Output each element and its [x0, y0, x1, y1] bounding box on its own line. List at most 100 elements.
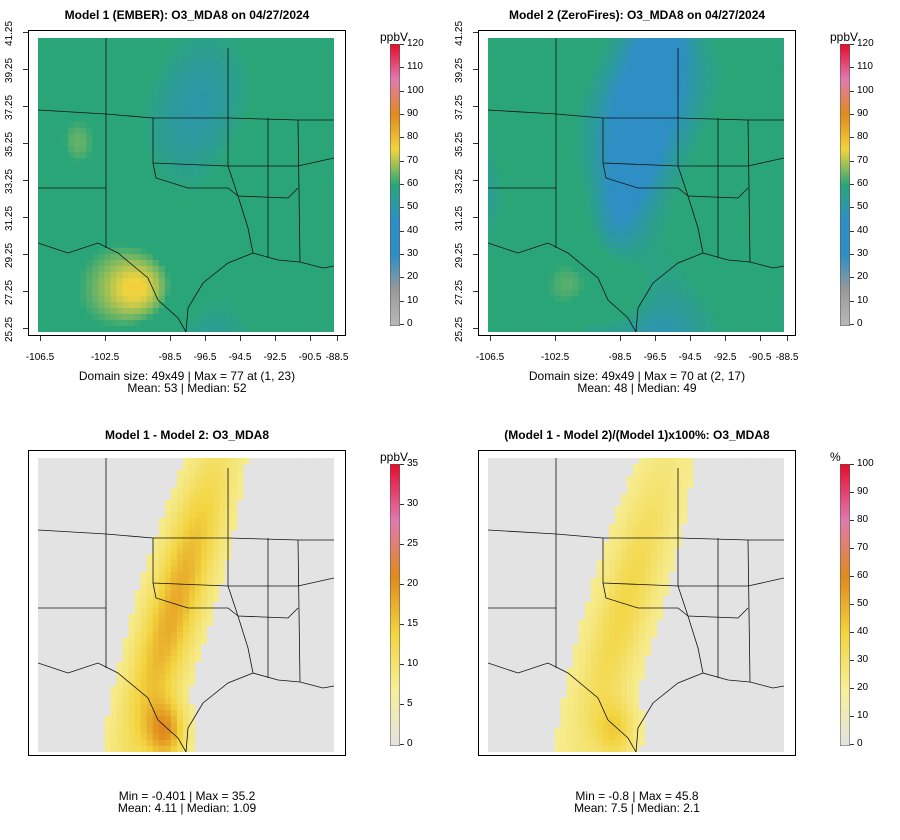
- x-tick: [555, 336, 556, 341]
- x-tick: [205, 336, 206, 341]
- colorbar-tick: [400, 137, 404, 139]
- panel-model1: Model 1 (EMBER): O3_MDA8 on 04/27/2024 pp…: [0, 0, 450, 420]
- y-tick: [473, 254, 478, 255]
- x-tick-label: -90.5: [748, 352, 772, 363]
- y-tick-label: 33.25: [4, 168, 15, 194]
- colorbar-tick: [850, 660, 854, 661]
- boundary-line: [677, 585, 749, 619]
- panel-title: Model 1 (EMBER): O3_MDA8 on 04/27/2024: [64, 8, 310, 22]
- colorbar-label: 10: [857, 294, 869, 306]
- colorbar-label: 30: [407, 498, 419, 509]
- colorbar-tick: [850, 114, 854, 115]
- y-tick: [473, 328, 478, 329]
- colorbar-tick: [850, 548, 854, 549]
- colorbar-unit: ppbV: [830, 30, 859, 44]
- boundary-line: [747, 119, 751, 263]
- y-tick-label: 31.25: [454, 205, 465, 231]
- x-tick-label: -98.5: [158, 352, 182, 363]
- x-tick-label: -106.5: [475, 352, 505, 363]
- colorbar-tick: [400, 90, 404, 92]
- x-tick-label: -106.5: [25, 352, 55, 363]
- colorbar-tick: [400, 624, 404, 625]
- boundary-line: [38, 662, 187, 752]
- x-tick: [337, 336, 338, 341]
- grid-cells: [38, 38, 334, 332]
- stats-line-2: Mean: 53 | Median: 52: [127, 381, 247, 395]
- colorbar-label: 60: [857, 570, 869, 581]
- stats-line-1: Domain size: 49x49 | Max = 70 at (2, 17): [528, 369, 746, 383]
- colorbar-tick: [400, 67, 404, 69]
- boundary-line: [488, 242, 637, 332]
- colorbar-label: 110: [407, 61, 423, 73]
- panel-title: Model 2 (ZeroFires): O3_MDA8 on 04/27/20…: [508, 8, 766, 22]
- colorbar-label: 90: [407, 108, 419, 119]
- colorbar-label: 5: [407, 698, 413, 709]
- y-tick-label: 27.25: [4, 279, 15, 305]
- y-tick-label: 41.25: [4, 20, 15, 46]
- colorbar-tick: [400, 584, 404, 585]
- boundary-line: [227, 585, 299, 619]
- x-tick-label: -94.5: [228, 352, 252, 363]
- colorbar-tick: [850, 137, 854, 139]
- colorbar-label: 80: [407, 131, 419, 143]
- colorbar-label: 70: [857, 542, 869, 553]
- boundary-line: [687, 195, 784, 269]
- y-tick-label: 25.25: [4, 316, 15, 342]
- colorbar-label: 40: [407, 224, 419, 236]
- colorbar-label: 50: [857, 201, 869, 213]
- colorbar: [390, 44, 400, 326]
- colorbar-label: 100: [407, 84, 424, 96]
- panel-diff: Model 1 - Model 2: O3_MDA8 ppbV 0 5 10 15 20 25…: [0, 420, 450, 840]
- map-frame: [28, 450, 346, 756]
- x-tick: [40, 336, 41, 341]
- colorbar-tick: [850, 688, 854, 689]
- x-tick-label: -94.5: [678, 352, 702, 363]
- stats-line-2: Mean: 48 | Median: 49: [577, 381, 697, 395]
- colorbar-tick: [850, 90, 854, 92]
- y-tick-label: 29.25: [4, 242, 15, 268]
- y-tick-label: 31.25: [4, 205, 15, 231]
- colorbar-tick: [850, 184, 854, 185]
- boundary-line: [488, 662, 637, 752]
- x-tick: [655, 336, 656, 341]
- colorbar-label: 40: [857, 626, 869, 637]
- colorbar-label: 30: [407, 248, 419, 259]
- colorbar-label: 100: [857, 458, 874, 469]
- x-tick-label: -102.5: [90, 352, 120, 363]
- boundary-line: [602, 582, 689, 617]
- grid-cells: [38, 458, 334, 752]
- colorbar-label: 60: [407, 178, 419, 189]
- y-tick-label: 25.25: [454, 316, 465, 342]
- colorbar-tick: [400, 230, 404, 232]
- colorbar-tick: [400, 184, 404, 185]
- boundary-line: [602, 162, 689, 197]
- y-tick: [23, 106, 28, 107]
- colorbar-tick: [400, 160, 404, 162]
- colorbar-tick: [850, 160, 854, 162]
- y-tick-label: 37.25: [4, 94, 15, 120]
- x-tick: [105, 336, 106, 341]
- colorbar-label: 90: [857, 108, 869, 119]
- boundary-line: [38, 242, 187, 332]
- map-frame: [478, 450, 796, 756]
- map-frame: [28, 30, 346, 336]
- boundary-line: [687, 615, 784, 689]
- colorbar-label: 70: [407, 154, 419, 166]
- x-tick-label: -98.5: [608, 352, 632, 363]
- x-tick: [760, 336, 761, 341]
- y-tick: [473, 69, 478, 70]
- colorbar-label: 120: [857, 38, 874, 49]
- stats-line-1: Min = -0.8 | Max = 45.8: [575, 789, 699, 803]
- colorbar-label: 50: [407, 201, 419, 213]
- colorbar-label: 20: [407, 271, 419, 283]
- x-tick: [310, 336, 311, 341]
- colorbar-tick: [400, 300, 404, 302]
- x-tick: [690, 336, 691, 341]
- y-tick-label: 37.25: [454, 94, 465, 120]
- colorbar-tick: [850, 300, 854, 302]
- panel-pct: (Model 1 - Model 2)/(Model 1)x100%: O3_M…: [450, 420, 900, 840]
- boundary-line: [185, 252, 254, 332]
- colorbar-label: 70: [857, 154, 869, 166]
- colorbar-label: 80: [857, 514, 869, 525]
- boundary-line: [677, 165, 749, 199]
